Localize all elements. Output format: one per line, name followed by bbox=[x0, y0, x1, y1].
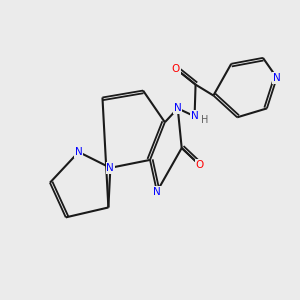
Text: O: O bbox=[172, 64, 180, 74]
Text: N: N bbox=[174, 103, 182, 113]
Text: N: N bbox=[273, 73, 281, 83]
Text: N: N bbox=[106, 163, 114, 173]
Text: N: N bbox=[153, 187, 161, 196]
Text: H: H bbox=[201, 115, 208, 125]
Text: N: N bbox=[75, 147, 83, 157]
Text: N: N bbox=[191, 111, 199, 121]
Text: O: O bbox=[195, 160, 204, 170]
